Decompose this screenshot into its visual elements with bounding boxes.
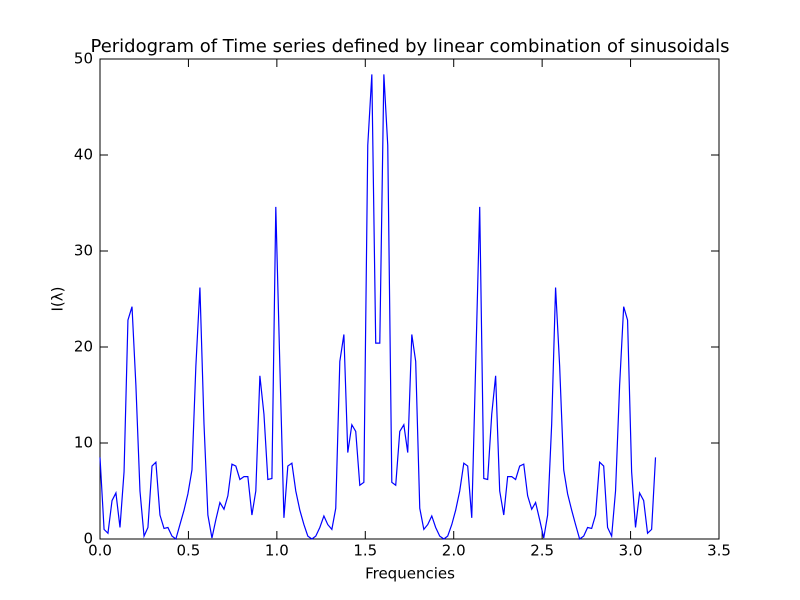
y-tick-label: 40 — [74, 146, 93, 164]
x-tick-label: 0.0 — [88, 542, 112, 560]
y-tick-label: 0 — [83, 530, 93, 548]
x-tick-label: 0.5 — [176, 542, 200, 560]
chart-title: Peridogram of Time series defined by lin… — [90, 36, 729, 57]
y-tick-label: 30 — [74, 242, 93, 260]
y-tick-label: 50 — [74, 50, 93, 68]
data-line — [99, 74, 657, 540]
x-tick-label: 2.0 — [442, 542, 466, 560]
x-tick-label: 3.5 — [707, 542, 731, 560]
plot-frame — [99, 58, 720, 540]
x-tick-label: 3.0 — [619, 542, 643, 560]
x-tick-label: 1.0 — [265, 542, 289, 560]
y-tick-label: 20 — [74, 338, 93, 356]
x-tick-label: 2.5 — [530, 542, 554, 560]
x-tick-label: 1.5 — [353, 542, 377, 560]
y-tick-label: 10 — [74, 434, 93, 452]
x-axis-label: Frequencies — [365, 565, 455, 583]
y-axis-label: I(λ) — [49, 286, 67, 311]
